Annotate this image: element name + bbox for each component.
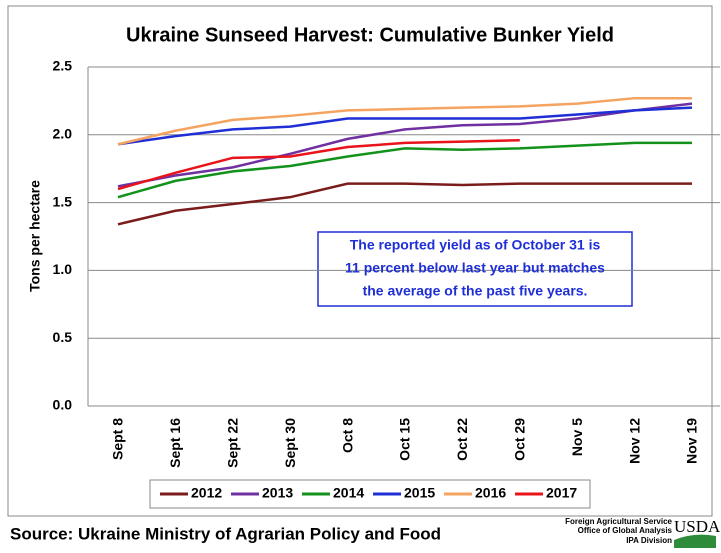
y-tick-label: 1.0: [53, 261, 73, 277]
x-tick-label: Oct 15: [397, 418, 413, 461]
x-tick-label: Oct 22: [454, 418, 470, 461]
series-line: [117, 138, 520, 191]
logo: USDA: [674, 517, 721, 536]
y-tick-label: 0.5: [53, 329, 73, 345]
legend-label: 2016: [475, 485, 506, 501]
annotation: The reported yield as of October 31 is: [350, 237, 601, 253]
y-tick-label: 1.5: [53, 193, 73, 209]
x-tick-label: Oct 8: [339, 418, 355, 453]
series-line: [117, 182, 692, 226]
legend-label: 2014: [333, 485, 364, 501]
y-tick-label: 2.5: [53, 58, 73, 74]
x-tick-label: Nov 19: [684, 418, 700, 464]
annotation: the average of the past five years.: [363, 283, 588, 299]
x-tick-label: Sept 16: [167, 418, 183, 468]
x-tick-label: Nov 12: [626, 418, 642, 464]
chart-frame: [7, 5, 713, 517]
x-tick-label: Nov 5: [569, 418, 585, 456]
chart-title: Ukraine Sunseed Harvest: Cumulative Bunk…: [126, 24, 614, 46]
legend-label: 2012: [191, 485, 222, 501]
series-line: [117, 141, 692, 199]
y-axis-label: Tons per hectare: [27, 180, 43, 292]
legend-label: 2017: [546, 485, 577, 501]
series-line: [117, 96, 692, 146]
series-line: [117, 106, 693, 146]
logo-text: IPA Division: [626, 536, 672, 545]
x-tick-label: Sept 22: [225, 418, 241, 468]
annotation-box: [317, 231, 633, 307]
y-tick-label: 2.0: [53, 126, 73, 142]
legend-label: 2015: [404, 485, 435, 501]
logo-text: Office of Global Analysis: [578, 526, 673, 535]
legend-label: 2013: [262, 485, 293, 501]
x-tick-label: Sept 8: [110, 418, 126, 460]
series-line: [117, 102, 693, 188]
source: Source: Ukraine Ministry of Agrarian Pol…: [10, 524, 441, 543]
x-tick-label: Sept 30: [282, 418, 298, 468]
y-tick-label: 0.0: [53, 397, 73, 413]
annotation: 11 percent below last year but matches: [345, 260, 605, 276]
logo-swoosh: [674, 534, 716, 548]
x-tick-label: Oct 29: [512, 418, 528, 461]
logo-text: Foreign Agricultural Service: [565, 517, 672, 526]
